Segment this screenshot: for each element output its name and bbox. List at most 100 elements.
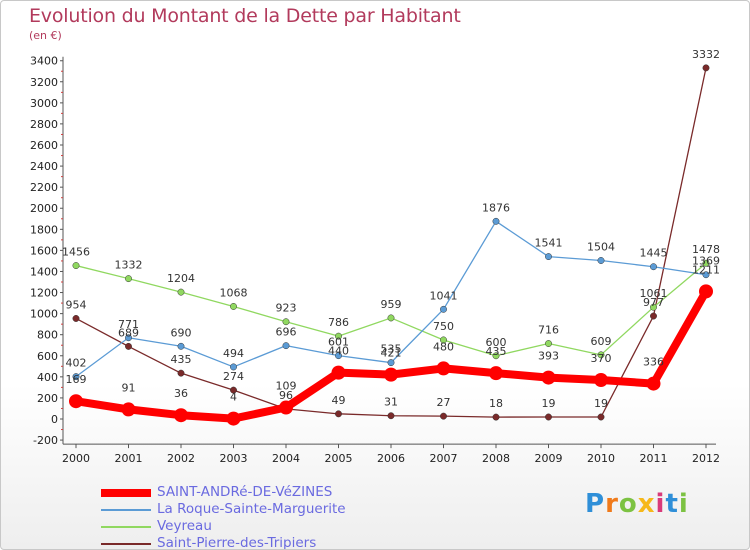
legend-swatch — [101, 509, 151, 511]
y-tick-label: 2200 — [30, 181, 58, 194]
data-label-3: 435 — [171, 353, 192, 366]
series-point-2 — [387, 314, 395, 322]
x-tick-label: 2002 — [167, 452, 195, 465]
series-point-0 — [541, 370, 556, 385]
series-point-1 — [387, 359, 395, 367]
series-point-2 — [230, 303, 237, 310]
data-label-3: 689 — [118, 326, 139, 339]
data-label-2: 1332 — [115, 259, 143, 272]
series-point-0 — [646, 376, 661, 391]
series-point-1 — [440, 305, 447, 313]
data-label-0: 370 — [591, 352, 612, 365]
series-point-2 — [72, 262, 80, 270]
series-point-2 — [597, 351, 605, 359]
data-label-0: 1211 — [692, 263, 720, 276]
data-label-0: 393 — [538, 350, 559, 363]
series-point-1 — [230, 363, 237, 371]
series-point-0 — [69, 394, 83, 409]
series-point-0 — [594, 373, 608, 388]
series-point-2 — [545, 340, 552, 347]
data-label-0: 336 — [643, 356, 664, 369]
data-label-1: 1445 — [640, 247, 668, 260]
y-tick-label: 3000 — [30, 97, 58, 110]
data-label-0: 109 — [276, 380, 297, 393]
data-label-0: 435 — [486, 345, 507, 358]
legend-swatch — [101, 489, 151, 497]
data-label-0: 4 — [230, 391, 237, 404]
data-label-1: 771 — [118, 318, 139, 331]
x-tick-label: 2009 — [535, 452, 563, 465]
series-point-1 — [702, 271, 710, 279]
y-tick-label: 2600 — [30, 139, 58, 152]
series-point-2 — [282, 318, 290, 326]
data-label-1: 494 — [223, 347, 244, 360]
legend-swatch — [101, 543, 151, 545]
y-tick-label: 2400 — [30, 160, 58, 173]
data-label-2: 1061 — [640, 287, 668, 300]
data-label-3: 19 — [594, 397, 608, 410]
data-label-3: 49 — [332, 394, 346, 407]
data-label-1: 601 — [328, 336, 349, 349]
series-point-3 — [650, 312, 657, 320]
data-label-1: 1876 — [482, 201, 510, 214]
series-point-2 — [650, 303, 657, 311]
data-label-2: 923 — [276, 302, 297, 315]
y-tick-label: 200 — [37, 392, 58, 405]
data-label-0: 91 — [122, 381, 136, 394]
y-tick-label: 1200 — [30, 287, 58, 300]
data-label-3: 31 — [384, 396, 398, 409]
series-point-2 — [702, 259, 710, 267]
data-label-2: 716 — [538, 324, 559, 337]
data-label-1: 535 — [381, 343, 402, 356]
series-point-3 — [72, 315, 80, 322]
y-tick-label: 1600 — [30, 244, 58, 257]
series-point-3 — [492, 413, 500, 421]
y-tick-label: 2000 — [30, 202, 58, 215]
series-point-0 — [699, 284, 713, 299]
y-tick-label: 3400 — [30, 55, 58, 68]
x-tick-label: 2012 — [692, 452, 720, 465]
data-label-0: 36 — [174, 387, 188, 400]
y-tick-label: 2800 — [30, 118, 58, 131]
y-tick-label: 1800 — [30, 223, 58, 236]
x-tick-label: 2000 — [62, 452, 90, 465]
y-tick-label: 0 — [51, 413, 58, 426]
data-label-2: 1204 — [167, 272, 195, 285]
data-label-0: 480 — [433, 340, 454, 353]
series-point-0 — [331, 365, 346, 380]
x-tick-label: 2007 — [430, 452, 458, 465]
series-point-1 — [650, 263, 657, 271]
series-point-2 — [440, 336, 447, 344]
legend-label: Veyreau — [157, 518, 212, 534]
series-point-3 — [335, 410, 342, 418]
x-tick-label: 2004 — [272, 452, 300, 465]
data-label-3: 96 — [279, 389, 293, 402]
series-point-3 — [545, 413, 552, 421]
y-tick-label: 1000 — [30, 308, 58, 321]
x-tick-label: 2005 — [325, 452, 353, 465]
data-label-2: 1068 — [220, 286, 248, 299]
x-tick-label: 2011 — [640, 452, 668, 465]
y-tick-label: 1400 — [30, 265, 58, 278]
data-label-1: 690 — [171, 326, 192, 339]
data-label-2: 786 — [328, 316, 349, 329]
data-label-3: 274 — [223, 370, 244, 383]
legend-swatch — [101, 526, 151, 528]
data-label-1: 1504 — [587, 241, 615, 254]
series-point-1 — [597, 257, 605, 264]
legend-label: Saint-Pierre-des-Tripiers — [157, 535, 317, 550]
series-point-0 — [384, 367, 398, 382]
legend-label: SAINT-ANDRé-DE-VéZINES — [157, 484, 333, 500]
x-tick-label: 2001 — [115, 452, 143, 465]
x-tick-label: 2008 — [482, 452, 510, 465]
chart-title: Evolution du Montant de la Dette par Hab… — [29, 5, 461, 27]
series-point-0 — [279, 400, 293, 415]
chart-unit: (en €) — [29, 29, 62, 42]
series-point-1 — [492, 217, 500, 225]
data-label-0: 440 — [328, 345, 349, 358]
data-label-3: 19 — [542, 397, 556, 410]
legend-label: La Roque-Sainte-Marguerite — [157, 501, 346, 517]
data-label-0: 169 — [66, 373, 87, 386]
x-tick-label: 2006 — [377, 452, 405, 465]
